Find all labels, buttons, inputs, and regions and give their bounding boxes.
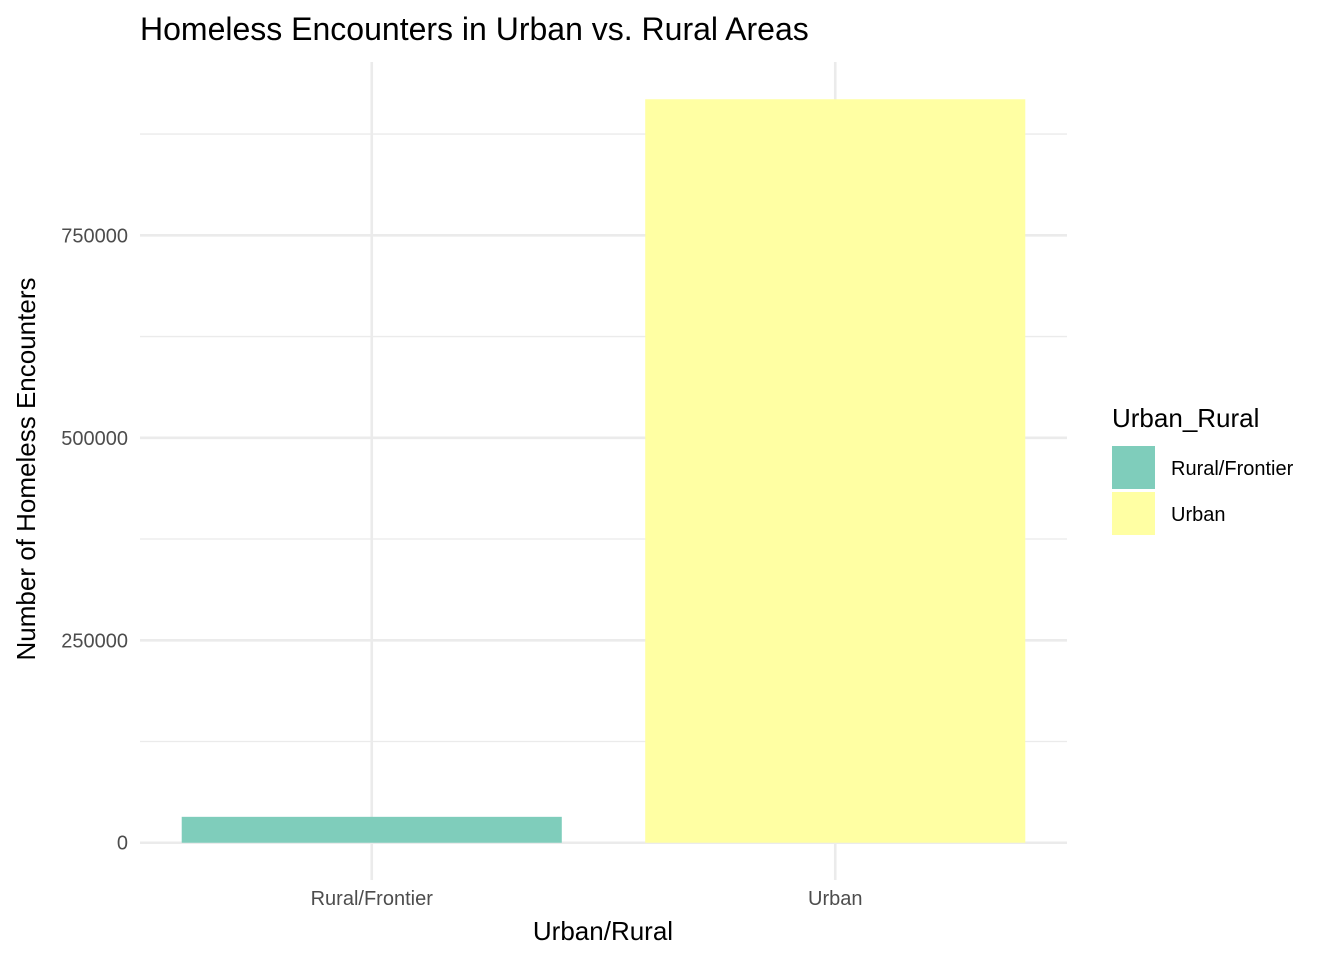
y-tick-label: 250000 xyxy=(61,630,128,652)
legend-items: Rural/Frontier Urban xyxy=(1112,446,1294,535)
y-tick-label: 500000 xyxy=(61,428,128,450)
legend-key xyxy=(1112,492,1155,535)
y-tick-label: 750000 xyxy=(61,225,128,247)
legend-label: Urban xyxy=(1171,504,1225,526)
legend: Urban_Rural Rural/Frontier Urban xyxy=(1112,403,1294,535)
y-axis-ticks: 0 250000 500000 750000 xyxy=(61,225,128,854)
bar-rural-frontier xyxy=(181,816,562,843)
legend-label: Rural/Frontier xyxy=(1171,458,1294,480)
chart-title: Homeless Encounters in Urban vs. Rural A… xyxy=(140,11,809,47)
legend-key xyxy=(1112,446,1155,489)
x-axis-ticks: Rural/Frontier Urban xyxy=(311,888,863,910)
x-axis-title: Urban/Rural xyxy=(533,916,673,946)
y-axis-title: Number of Homeless Encounters xyxy=(11,278,41,661)
y-tick-label: 0 xyxy=(117,833,128,855)
x-tick-label: Urban xyxy=(808,888,862,910)
x-tick-label: Rural/Frontier xyxy=(311,888,434,910)
legend-title: Urban_Rural xyxy=(1112,403,1259,433)
bar-urban xyxy=(645,99,1026,843)
bars xyxy=(181,99,1026,843)
